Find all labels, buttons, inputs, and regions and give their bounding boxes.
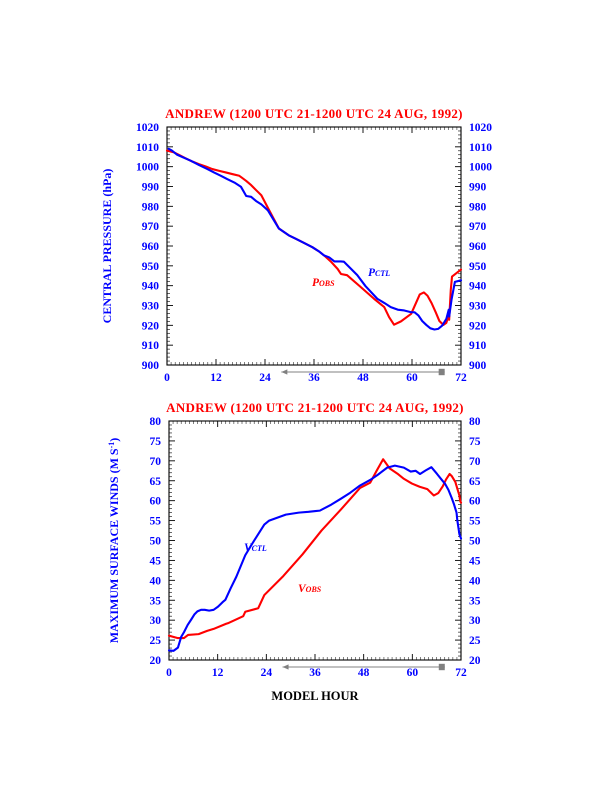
svg-text:45: 45 [469, 555, 481, 567]
svg-text:70: 70 [469, 456, 481, 468]
svg-text:55: 55 [469, 516, 481, 528]
svg-text:60: 60 [407, 667, 419, 679]
svg-text:1000: 1000 [136, 162, 159, 174]
svg-text:72: 72 [455, 372, 467, 384]
svg-text:65: 65 [150, 476, 162, 488]
svg-text:990: 990 [469, 182, 487, 194]
svg-text:20: 20 [469, 655, 481, 667]
svg-text:950: 950 [142, 261, 160, 273]
svg-text:960: 960 [469, 241, 487, 253]
svg-text:35: 35 [150, 595, 162, 607]
svg-text:970: 970 [469, 221, 487, 233]
svg-text:CENTRAL PRESSURE (hPa): CENTRAL PRESSURE (hPa) [100, 169, 114, 324]
svg-text:35: 35 [469, 595, 481, 607]
svg-text:1020: 1020 [136, 122, 159, 134]
svg-text:ANDREW (1200 UTC 21-1200 UTC 2: ANDREW (1200 UTC 21-1200 UTC 24 AUG, 199… [166, 400, 464, 415]
svg-text:ANDREW (1200 UTC 21-1200 UTC 2: ANDREW (1200 UTC 21-1200 UTC 24 AUG, 199… [165, 106, 463, 121]
svg-text:24: 24 [259, 372, 271, 384]
svg-text:40: 40 [469, 575, 481, 587]
svg-text:970: 970 [142, 221, 160, 233]
svg-text:920: 920 [142, 320, 160, 332]
svg-text:980: 980 [469, 201, 487, 213]
svg-text:24: 24 [261, 667, 273, 679]
svg-text:910: 910 [142, 340, 160, 352]
svg-text:MODEL HOUR: MODEL HOUR [271, 689, 359, 703]
svg-text:72: 72 [455, 667, 467, 679]
svg-text:900: 900 [142, 360, 160, 372]
svg-text:930: 930 [469, 301, 487, 313]
svg-text:30: 30 [150, 615, 162, 627]
svg-text:0: 0 [166, 667, 172, 679]
svg-text:940: 940 [469, 281, 487, 293]
svg-text:50: 50 [150, 536, 162, 548]
svg-text:80: 80 [469, 416, 481, 428]
svg-text:60: 60 [150, 496, 162, 508]
svg-text:36: 36 [309, 667, 321, 679]
svg-text:48: 48 [358, 667, 370, 679]
svg-text:20: 20 [150, 655, 162, 667]
svg-text:12: 12 [212, 667, 224, 679]
svg-text:12: 12 [210, 372, 222, 384]
svg-text:910: 910 [469, 340, 487, 352]
svg-text:75: 75 [150, 436, 162, 448]
svg-text:25: 25 [469, 635, 481, 647]
svg-text:960: 960 [142, 241, 160, 253]
svg-text:VCTL: VCTL [244, 542, 267, 554]
svg-text:MAXIMUM SURFACE WINDS (M S-1): MAXIMUM SURFACE WINDS (M S-1) [107, 438, 122, 644]
svg-text:900: 900 [469, 360, 487, 372]
svg-text:60: 60 [469, 496, 481, 508]
svg-text:1010: 1010 [469, 142, 492, 154]
svg-text:PCTL: PCTL [368, 267, 390, 279]
svg-text:55: 55 [150, 516, 162, 528]
svg-text:80: 80 [150, 416, 162, 428]
svg-text:VOBS: VOBS [298, 583, 322, 595]
svg-text:36: 36 [308, 372, 320, 384]
svg-text:1000: 1000 [469, 162, 492, 174]
svg-text:940: 940 [142, 281, 160, 293]
svg-text:25: 25 [150, 635, 162, 647]
svg-text:70: 70 [150, 456, 162, 468]
svg-text:65: 65 [469, 476, 481, 488]
svg-text:930: 930 [142, 301, 160, 313]
svg-text:POBS: POBS [312, 277, 335, 289]
svg-text:50: 50 [469, 536, 481, 548]
svg-text:40: 40 [150, 575, 162, 587]
svg-text:0: 0 [164, 372, 170, 384]
svg-text:980: 980 [142, 201, 160, 213]
svg-text:920: 920 [469, 320, 487, 332]
svg-text:30: 30 [469, 615, 481, 627]
svg-text:48: 48 [357, 372, 369, 384]
svg-text:950: 950 [469, 261, 487, 273]
svg-text:75: 75 [469, 436, 481, 448]
svg-text:1010: 1010 [136, 142, 159, 154]
svg-text:1020: 1020 [469, 122, 492, 134]
svg-text:990: 990 [142, 182, 160, 194]
svg-text:45: 45 [150, 555, 162, 567]
svg-text:60: 60 [406, 372, 418, 384]
